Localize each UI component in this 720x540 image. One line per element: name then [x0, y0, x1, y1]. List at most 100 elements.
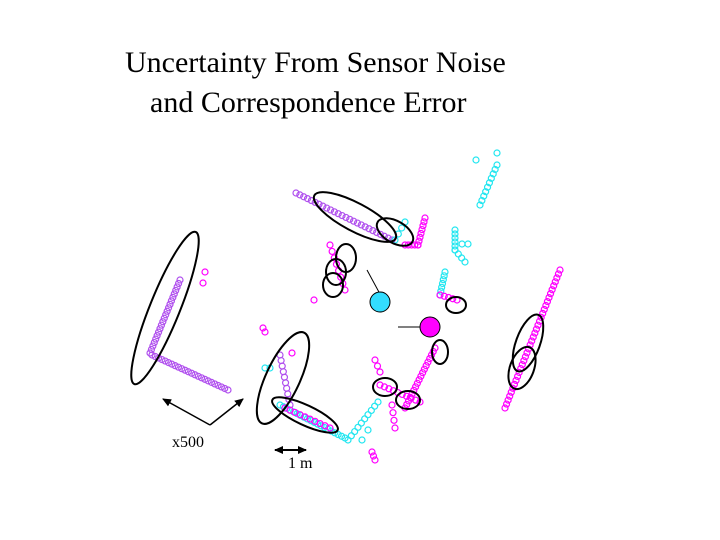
scan-point [507, 388, 515, 396]
scan-point [398, 224, 406, 232]
ellipse [431, 339, 449, 365]
scan-point [532, 325, 541, 333]
ellipse [507, 345, 537, 391]
scan-point [153, 332, 161, 340]
scan-point [451, 230, 459, 238]
scan-point [418, 225, 426, 234]
scan-point [154, 328, 163, 336]
scan-point [365, 225, 373, 233]
scan-point [188, 369, 196, 377]
scan-point [376, 381, 384, 389]
scan-point [159, 318, 167, 326]
scan-point [520, 357, 528, 365]
scan-point [458, 240, 466, 248]
scan-point [501, 404, 509, 412]
scan-points [146, 149, 564, 464]
scan-point [502, 400, 511, 408]
scan-point [330, 254, 338, 262]
ellipse [130, 230, 200, 386]
scan-point [403, 392, 411, 400]
ellipse [325, 258, 347, 286]
scan-point [523, 349, 531, 357]
scan-point [489, 170, 497, 178]
scan-point [364, 426, 372, 434]
scan-point [510, 380, 519, 388]
scan-point [162, 311, 170, 319]
scan-point [480, 192, 488, 200]
scan-point [174, 363, 183, 371]
scan-point [224, 386, 232, 394]
scan-point [380, 383, 389, 391]
scan-point [167, 297, 176, 305]
title-line: and Correspondence Error [150, 86, 467, 119]
scan-point [537, 313, 545, 321]
scan-point [390, 416, 398, 424]
scan-point [163, 307, 171, 315]
scan-point [420, 218, 428, 226]
scan-point [164, 359, 173, 367]
scan-point [438, 279, 447, 288]
ellipse [372, 377, 398, 397]
scan-point [439, 276, 447, 284]
scan-point [504, 396, 512, 404]
scan-point [311, 198, 319, 206]
scan-point [548, 286, 556, 294]
ellipse [445, 296, 467, 314]
scan-point [551, 278, 559, 286]
ellipse [255, 331, 311, 425]
scan-point [368, 448, 376, 456]
scan-point [451, 238, 459, 246]
scan-point [464, 240, 472, 248]
scan-point [194, 372, 202, 380]
scan-point [170, 290, 178, 298]
scan-point [334, 430, 342, 439]
scan-point [310, 296, 318, 304]
ellipse [395, 390, 421, 410]
scan-point [546, 290, 555, 298]
scan-point [534, 321, 542, 329]
scan-point [491, 165, 499, 174]
scan-point [543, 297, 552, 306]
scan-point [207, 378, 216, 386]
scan-point [419, 369, 427, 377]
scan-point [292, 189, 300, 197]
scan-point [376, 230, 385, 238]
scan-point [168, 360, 176, 368]
arrow [209, 398, 244, 426]
scan-point [513, 372, 522, 381]
scan-point [357, 221, 365, 229]
scan-point [371, 456, 379, 464]
scan-point [542, 301, 550, 310]
scan-point [556, 266, 564, 274]
scan-point [376, 368, 384, 376]
scan-point [451, 234, 459, 242]
scan-point [173, 283, 181, 291]
pointer-line [366, 269, 381, 295]
scan-point [161, 357, 169, 365]
scan-point [521, 353, 530, 361]
scan-point [350, 217, 358, 225]
scan-point [515, 368, 523, 377]
scan-point [518, 361, 526, 369]
scan-point [171, 362, 179, 370]
scan-point [353, 219, 362, 227]
scan-point [417, 229, 425, 238]
scan-point [214, 381, 222, 390]
scan-point [338, 211, 346, 220]
scan-point [373, 362, 382, 370]
scan-point [288, 349, 296, 357]
scan-point [476, 201, 484, 209]
scan-point [150, 338, 158, 347]
scan-point [441, 268, 449, 276]
scan-point [146, 349, 154, 357]
scan-point [420, 365, 429, 373]
uncertainty-ellipses [130, 191, 545, 434]
scan-point [413, 379, 421, 387]
scan-point [545, 294, 553, 302]
scan-point [414, 241, 422, 249]
scan-point [482, 188, 490, 196]
scan-point [493, 149, 501, 157]
scan-point [478, 196, 486, 205]
scan-point [388, 401, 396, 409]
scan-point [493, 161, 501, 169]
